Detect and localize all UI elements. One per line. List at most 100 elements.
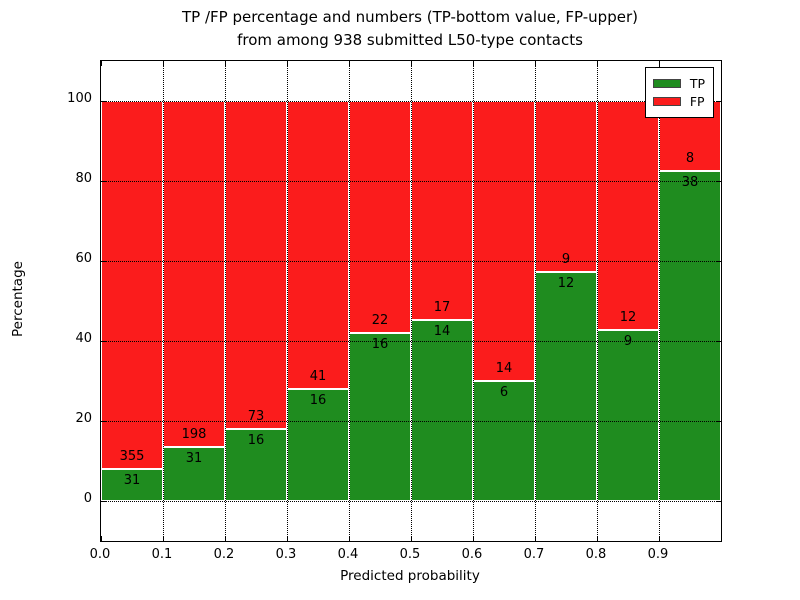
x-tick-top — [535, 61, 536, 66]
x-tick-label: 0.8 — [585, 547, 607, 562]
tp-count-label: 31 — [123, 472, 141, 488]
fp-count-label: 8 — [685, 150, 695, 166]
fp-bar-segment — [535, 101, 597, 273]
x-tick-label: 0.3 — [275, 547, 297, 562]
x-tick-label: 0.4 — [337, 547, 359, 562]
x-tick-bottom — [597, 536, 598, 541]
x-tick-label: 0.7 — [523, 547, 545, 562]
x-tick-label: 0.9 — [647, 547, 669, 562]
tp-count-label: 14 — [433, 324, 451, 340]
y-tick-left — [101, 101, 106, 102]
x-tick-label: 0.2 — [213, 547, 235, 562]
y-axis-label: Percentage — [10, 261, 26, 337]
x-axis-label: Predicted probability — [340, 568, 480, 584]
y-tick-label: 40 — [75, 331, 92, 346]
x-tick-bottom — [163, 536, 164, 541]
fp-count-label: 198 — [181, 426, 207, 442]
y-tick-label: 60 — [75, 251, 92, 266]
tp-count-label: 16 — [309, 392, 327, 408]
fp-bar-segment — [101, 101, 163, 469]
fp-bar-segment — [597, 101, 659, 330]
y-tick-left — [101, 181, 106, 182]
x-tick-label: 0.6 — [461, 547, 483, 562]
chart-title-line2: from among 938 submitted L50-type contac… — [237, 31, 583, 49]
fp-count-label: 355 — [119, 448, 145, 464]
x-tick-top — [349, 61, 350, 66]
x-tick-bottom — [225, 536, 226, 541]
tp-bar-segment — [349, 332, 411, 501]
fp-legend-label: FP — [689, 94, 705, 109]
fp-legend-swatch — [652, 97, 681, 106]
tp-count-label: 31 — [185, 450, 203, 466]
x-tick-top — [163, 61, 164, 66]
fp-bar-segment — [225, 101, 287, 430]
x-tick-top — [411, 61, 412, 66]
fp-count-label: 14 — [495, 361, 513, 376]
plot-area: TP FP 355 31 198 31 73 16 41 16 22 16 17 14 14 6 9 12 12… — [100, 60, 722, 542]
fp-count-label: 12 — [619, 309, 637, 325]
fp-bar-segment — [349, 101, 411, 333]
fp-bar-segment — [163, 101, 225, 447]
tp-count-label: 6 — [499, 385, 509, 400]
y-tick-label: 100 — [67, 91, 92, 106]
v-gridline — [411, 61, 412, 541]
x-tick-bottom — [411, 536, 412, 541]
fp-count-label: 22 — [371, 312, 389, 328]
legend: TP FP — [644, 67, 714, 118]
y-tick-right — [716, 101, 721, 102]
x-tick-bottom — [101, 536, 102, 541]
y-tick-label: 80 — [75, 171, 92, 186]
x-tick-top — [101, 61, 102, 66]
tp-bar-segment — [535, 272, 597, 501]
v-gridline — [597, 61, 598, 541]
fp-bar-segment — [287, 101, 349, 389]
fp-bar-segment — [473, 101, 535, 381]
tp-bar-segment — [597, 329, 659, 501]
y-tick-right — [716, 181, 721, 182]
y-tick-right — [716, 341, 721, 342]
tp-count-label: 38 — [681, 174, 699, 190]
y-tick-left — [101, 501, 106, 502]
legend-entry-fp: FP — [652, 94, 705, 109]
x-tick-label: 0.1 — [151, 547, 173, 562]
x-tick-bottom — [659, 536, 660, 541]
x-tick-bottom — [535, 536, 536, 541]
y-tick-left — [101, 341, 106, 342]
fp-bar-segment — [411, 101, 473, 321]
v-gridline — [473, 61, 474, 541]
fp-count-label: 9 — [561, 252, 571, 268]
tp-legend-label: TP — [689, 76, 705, 91]
x-tick-bottom — [349, 536, 350, 541]
x-tick-top — [597, 61, 598, 66]
v-gridline — [659, 61, 660, 541]
tp-count-label: 16 — [371, 336, 389, 352]
tp-bar-segment — [411, 320, 473, 501]
x-tick-label: 0.5 — [399, 547, 421, 562]
y-tick-label: 20 — [75, 411, 92, 426]
chart-title-line1: TP /FP percentage and numbers (TP-bottom… — [182, 8, 638, 26]
tp-legend-swatch — [652, 79, 681, 88]
tp-count-label: 16 — [247, 433, 265, 449]
y-tick-left — [101, 421, 106, 422]
tp-bar-segment — [101, 468, 163, 501]
tp-bar-segment — [659, 170, 721, 501]
v-gridline — [349, 61, 350, 541]
tp-bar-segment — [287, 388, 349, 501]
y-tick-right — [716, 421, 721, 422]
v-gridline — [225, 61, 226, 541]
legend-entry-tp: TP — [652, 76, 705, 91]
x-tick-top — [473, 61, 474, 66]
x-tick-top — [659, 61, 660, 66]
y-tick-left — [101, 261, 106, 262]
v-gridline — [163, 61, 164, 541]
fp-count-label: 73 — [247, 409, 265, 425]
x-tick-bottom — [287, 536, 288, 541]
chart-title: TP /FP percentage and numbers (TP-bottom… — [100, 6, 720, 52]
tp-count-label: 9 — [623, 333, 633, 349]
fp-count-label: 41 — [309, 368, 327, 384]
tp-bar-segment — [163, 446, 225, 501]
fp-count-label: 17 — [433, 300, 451, 316]
v-gridline — [535, 61, 536, 541]
tp-count-label: 12 — [557, 276, 575, 292]
